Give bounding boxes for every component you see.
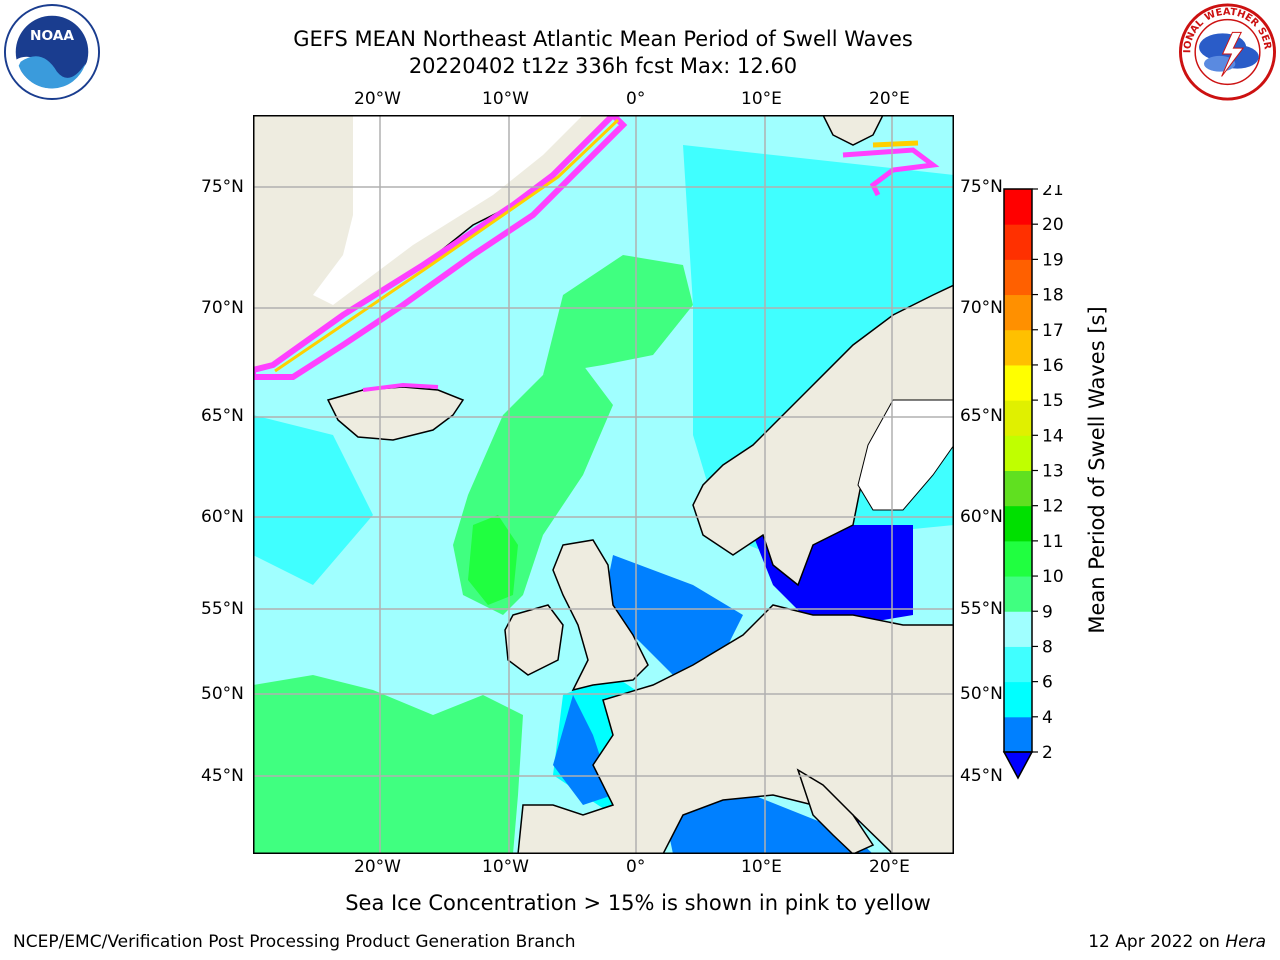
noaa-logo-text: NOAA xyxy=(30,28,74,44)
sea-ice-svalbard-yellow xyxy=(872,140,919,148)
colorbar-segment xyxy=(1004,681,1032,718)
footer-machine: Hera xyxy=(1225,932,1266,952)
colorbar-segment xyxy=(1004,259,1032,296)
colorbar-tick-label: 8 xyxy=(1042,637,1053,657)
graticule xyxy=(253,115,954,854)
sea-ice-note: Sea Ice Concentration > 15% is shown in … xyxy=(345,891,931,915)
lat-label-left: 55°N xyxy=(201,599,244,619)
lon-label-top: 10°W xyxy=(482,89,529,109)
lon-label-top: 20°W xyxy=(354,89,401,109)
sea-ice-greenland xyxy=(253,115,628,380)
chart-title: GEFS MEAN Northeast Atlantic Mean Period… xyxy=(293,27,913,51)
lat-label-right: 65°N xyxy=(960,406,1003,426)
colorbar-segment xyxy=(1004,646,1032,683)
colorbar-tick-label: 13 xyxy=(1042,462,1064,482)
swell-blue-med xyxy=(663,795,873,854)
swell-blue-northsea xyxy=(603,555,743,675)
lat-label-right: 55°N xyxy=(960,599,1003,619)
scandinavia-ice-free xyxy=(857,399,954,511)
colorbar: 2 4 6 8 9 10 11 12 13 14 15 16 17 18 19 20 21 xyxy=(1002,185,1064,780)
colorbar-segment xyxy=(1004,540,1032,577)
nws-logo: NATIONAL WEATHER SERVICE xyxy=(1178,3,1277,101)
lon-label-bottom: 10°E xyxy=(741,857,782,877)
colorbar-tick-label: 15 xyxy=(1042,391,1064,411)
colorbar-segment xyxy=(1004,435,1032,471)
lat-label-right: 45°N xyxy=(960,766,1003,786)
map-frame xyxy=(253,115,954,854)
colorbar-tick-label: 19 xyxy=(1042,250,1064,270)
chart-subtitle: 20220402 t12z 336h fcst Max: 12.60 xyxy=(408,54,798,78)
colorbar-tick-label: 11 xyxy=(1042,532,1064,552)
colorbar-tick-label: 18 xyxy=(1042,286,1064,306)
colorbar-label: Mean Period of Swell Waves [s] xyxy=(1085,306,1109,634)
lat-label-left: 60°N xyxy=(201,507,244,527)
colorbar-segment xyxy=(1004,505,1032,542)
lon-label-top: 20°E xyxy=(869,89,910,109)
colorbar-extend-min xyxy=(1002,751,1034,780)
swell-green-southwest xyxy=(253,675,523,854)
italy xyxy=(796,768,875,854)
colorbar-tick-label: 21 xyxy=(1042,185,1064,200)
colorbar-tick-label: 20 xyxy=(1042,215,1064,235)
lat-label-left: 70°N xyxy=(201,298,244,318)
footer-date-text: 12 Apr 2022 on xyxy=(1088,932,1220,952)
colorbar-segment xyxy=(1004,329,1032,366)
lat-label-right: 50°N xyxy=(960,684,1003,704)
colorbar-tick-label: 6 xyxy=(1042,673,1053,693)
sea-ice-edge-yellow xyxy=(274,118,620,373)
colorbar-tick-label: 17 xyxy=(1042,321,1064,341)
swell-period-map xyxy=(253,115,954,854)
lat-label-left: 65°N xyxy=(201,406,244,426)
colorbar-segment xyxy=(1004,189,1032,225)
colorbar-segment xyxy=(1004,470,1032,507)
great-britain xyxy=(552,539,649,692)
colorbar-segment xyxy=(1004,294,1032,331)
lat-label-left: 75°N xyxy=(201,177,244,197)
colorbar-segment xyxy=(1004,224,1032,260)
colorbar-tick-label: 12 xyxy=(1042,497,1064,517)
lon-label-top: 0° xyxy=(626,89,646,109)
colorbar-tick-label: 14 xyxy=(1042,426,1064,446)
noaa-logo: NOAA xyxy=(3,3,101,101)
colorbar-tick-label: 9 xyxy=(1042,602,1053,622)
colorbar-segment xyxy=(1004,400,1032,436)
colorbar-segment xyxy=(1004,716,1032,753)
lon-label-bottom: 0° xyxy=(626,857,646,877)
swell-green-north xyxy=(543,255,693,375)
lat-label-right: 75°N xyxy=(960,177,1003,197)
colorbar-segment xyxy=(1004,364,1032,401)
colorbar-segment xyxy=(1004,611,1032,647)
colorbar-tick-label: 4 xyxy=(1042,708,1053,728)
lat-label-right: 60°N xyxy=(960,507,1003,527)
lon-label-bottom: 10°W xyxy=(482,857,529,877)
lat-label-left: 45°N xyxy=(201,766,244,786)
colorbar-tick-label: 10 xyxy=(1042,567,1064,587)
sea-ice-iceland xyxy=(362,382,439,392)
colorbar-tick-label: 2 xyxy=(1042,743,1053,763)
footer-branch: NCEP/EMC/Verification Post Processing Pr… xyxy=(13,932,576,952)
lon-label-bottom: 20°E xyxy=(869,857,910,877)
lat-label-left: 50°N xyxy=(201,684,244,704)
lat-label-right: 70°N xyxy=(960,298,1003,318)
lon-label-top: 10°E xyxy=(741,89,782,109)
swell-cyan-west xyxy=(253,415,373,585)
lon-label-bottom: 20°W xyxy=(354,857,401,877)
swell-blue-biscay xyxy=(553,695,613,805)
footer-date: 12 Apr 2022 on Hera xyxy=(1088,932,1266,952)
svalbard xyxy=(822,115,884,146)
swell-green-core xyxy=(468,515,518,605)
colorbar-segment xyxy=(1004,576,1032,612)
colorbar-tick-label: 16 xyxy=(1042,356,1064,376)
